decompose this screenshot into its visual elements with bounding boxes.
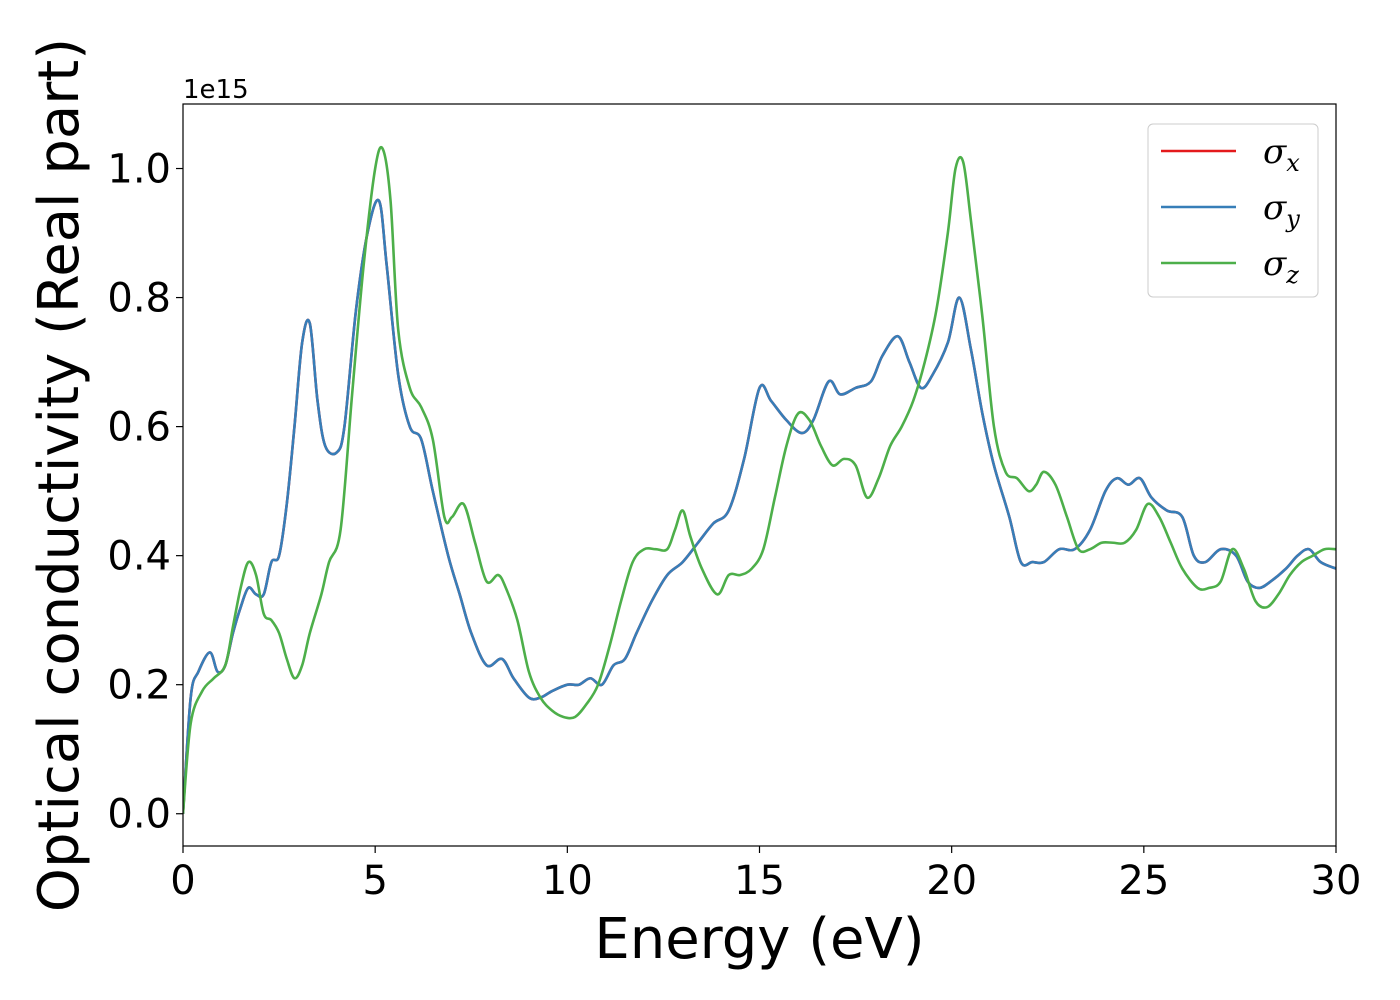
legend-box	[1147, 123, 1319, 298]
legend: σx σy σz	[1147, 123, 1319, 298]
series-line-z	[183, 145, 1336, 814]
legend-label-y: σy	[1263, 188, 1300, 233]
x-tick-label: 0	[170, 858, 195, 904]
legend-label-z: σz	[1263, 244, 1299, 289]
x-tick-label: 15	[734, 858, 785, 904]
x-tick-label: 25	[1118, 858, 1169, 904]
y-offset-label: 1e15	[183, 75, 249, 105]
y-tick-label: 0.2	[107, 663, 171, 709]
legend-label-x: σx	[1263, 132, 1300, 177]
y-tick-label: 1.0	[107, 147, 171, 193]
y-tick-label: 0.4	[107, 534, 171, 580]
x-tick-label: 5	[362, 858, 387, 904]
x-axis-title: Energy (eV)	[594, 907, 924, 972]
series-layer	[183, 145, 1336, 814]
series-line-y	[183, 198, 1336, 814]
y-tick-label: 0.0	[107, 792, 171, 838]
x-tick-label: 20	[926, 858, 977, 904]
y-tick-label: 0.6	[107, 405, 171, 451]
y-tick-label: 0.8	[107, 276, 171, 322]
ticks-layer: 0 5 10 15 20 25 30 0.0 0.2 0.4 0.6 0.8 1.0	[107, 147, 1361, 904]
x-tick-label: 10	[542, 858, 593, 904]
x-tick-label: 30	[1311, 858, 1362, 904]
y-axis-title: Optical conductivity (Real part)	[27, 38, 92, 912]
